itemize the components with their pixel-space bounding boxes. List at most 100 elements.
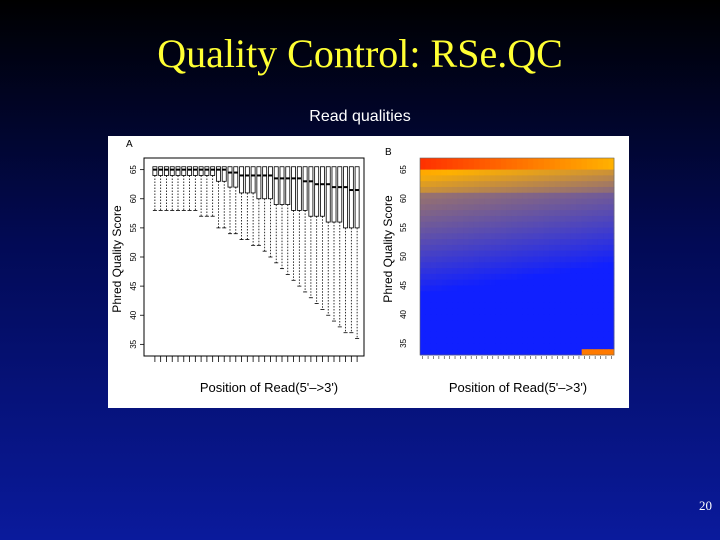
heat-cell-26-0	[420, 308, 426, 315]
heat-cell-12-16	[506, 227, 513, 234]
heat-cell-14-0	[420, 239, 426, 246]
heat-cell-27-11	[479, 314, 486, 321]
box-body-4	[169, 166, 175, 176]
heat-cell-19-22	[538, 268, 545, 275]
heat-cell-30-25	[554, 331, 561, 339]
heat-cell-6-7	[457, 192, 464, 199]
heat-cell-26-19	[522, 308, 529, 315]
heat-cell-29-3	[436, 326, 442, 333]
box-body-35	[348, 166, 354, 229]
heat-cell-12-27	[565, 227, 572, 234]
heat-cell-17-22	[538, 256, 545, 263]
heat-cell-7-17	[511, 198, 518, 205]
heat-cell-22-35	[608, 285, 615, 292]
heat-cell-0-21	[533, 158, 539, 165]
heat-cell-15-12	[484, 244, 491, 252]
heat-cell-27-29	[576, 314, 583, 321]
heat-cell-13-15	[500, 233, 507, 240]
heat-cell-32-26	[560, 343, 566, 350]
heat-cell-27-35	[608, 314, 615, 321]
heat-cell-32-34	[603, 343, 610, 350]
heat-cell-31-33	[597, 337, 604, 344]
heat-cell-20-34	[603, 273, 610, 281]
heat-cell-2-0	[420, 169, 426, 176]
heat-cell-27-33	[597, 314, 604, 321]
heat-cell-4-22	[538, 181, 545, 188]
heat-cell-4-15	[500, 181, 507, 188]
box-body-22	[273, 166, 279, 205]
heat-cell-18-22	[538, 262, 545, 269]
y-tick-label-b-65: 65	[399, 165, 408, 174]
heat-cell-18-20	[527, 262, 534, 269]
heat-cell-18-13	[490, 262, 496, 269]
heat-cell-30-34	[603, 331, 610, 339]
heat-cell-24-1	[425, 297, 432, 304]
box-body-17	[244, 166, 250, 194]
heat-cell-30-17	[511, 331, 518, 339]
heat-cell-13-0	[420, 233, 426, 240]
heat-cell-32-24	[549, 343, 556, 350]
box-26	[296, 166, 302, 362]
heat-cell-29-27	[565, 326, 572, 333]
heat-cell-6-31	[587, 192, 593, 199]
heat-cell-21-29	[576, 279, 583, 286]
heat-cell-25-15	[500, 302, 507, 310]
heat-cell-33-20	[527, 349, 534, 356]
heat-cell-9-26	[560, 210, 566, 217]
heat-cell-21-1	[425, 279, 432, 286]
heat-cell-32-23	[543, 343, 550, 350]
heat-cell-22-24	[549, 285, 556, 292]
heat-cell-13-33	[597, 233, 604, 240]
heat-cell-22-17	[511, 285, 518, 292]
y-axis-label-a: Phred Quality Score	[110, 205, 124, 313]
heat-cell-4-10	[473, 181, 480, 188]
heat-cell-23-1	[425, 291, 432, 298]
y-tick-label-b-60: 60	[399, 194, 408, 203]
heat-cell-30-35	[608, 331, 615, 339]
heat-cell-20-2	[430, 273, 437, 281]
heat-cell-17-20	[527, 256, 534, 263]
heat-cell-32-16	[506, 343, 513, 350]
heat-cell-20-19	[522, 273, 529, 281]
heat-cell-10-22	[538, 215, 545, 223]
heat-cell-9-24	[549, 210, 556, 217]
heat-cell-31-4	[441, 337, 448, 344]
heat-cell-9-19	[522, 210, 529, 217]
heat-cell-10-7	[457, 215, 464, 223]
heat-cell-32-35	[608, 343, 615, 350]
heat-cell-26-7	[457, 308, 464, 315]
heat-cell-6-13	[490, 192, 496, 199]
box-31	[325, 166, 331, 362]
heat-cell-12-34	[603, 227, 610, 234]
heat-cell-27-26	[560, 314, 566, 321]
heat-cell-16-4	[441, 250, 448, 257]
heat-cell-15-7	[457, 244, 464, 252]
heat-cell-8-32	[592, 204, 599, 211]
heat-cell-16-20	[527, 250, 534, 257]
heat-cell-13-1	[425, 233, 432, 240]
heat-cell-24-22	[538, 297, 545, 304]
heat-cell-17-14	[495, 256, 502, 263]
heat-cell-1-9	[468, 163, 475, 170]
heat-cell-27-17	[511, 314, 518, 321]
heat-cell-1-35	[608, 163, 615, 170]
heat-cell-6-6	[452, 192, 459, 199]
heat-cell-27-8	[463, 314, 469, 321]
heat-cell-29-0	[420, 326, 426, 333]
heat-cell-10-5	[446, 215, 453, 223]
heat-cell-10-16	[506, 215, 513, 223]
heat-cell-2-8	[463, 169, 469, 176]
heat-cell-19-29	[576, 268, 583, 275]
heat-cell-1-4	[441, 163, 448, 170]
heat-cell-30-28	[570, 331, 577, 339]
heat-cell-0-26	[560, 158, 566, 165]
heat-cell-20-12	[484, 273, 491, 281]
heat-cell-10-27	[565, 215, 572, 223]
panel-label-a: A	[126, 139, 133, 150]
heat-cell-2-25	[554, 169, 561, 176]
heat-cell-1-32	[592, 163, 599, 170]
heat-cell-17-10	[473, 256, 480, 263]
heat-cell-13-32	[592, 233, 599, 240]
heat-cell-20-8	[463, 273, 469, 281]
heat-cell-20-35	[608, 273, 615, 281]
